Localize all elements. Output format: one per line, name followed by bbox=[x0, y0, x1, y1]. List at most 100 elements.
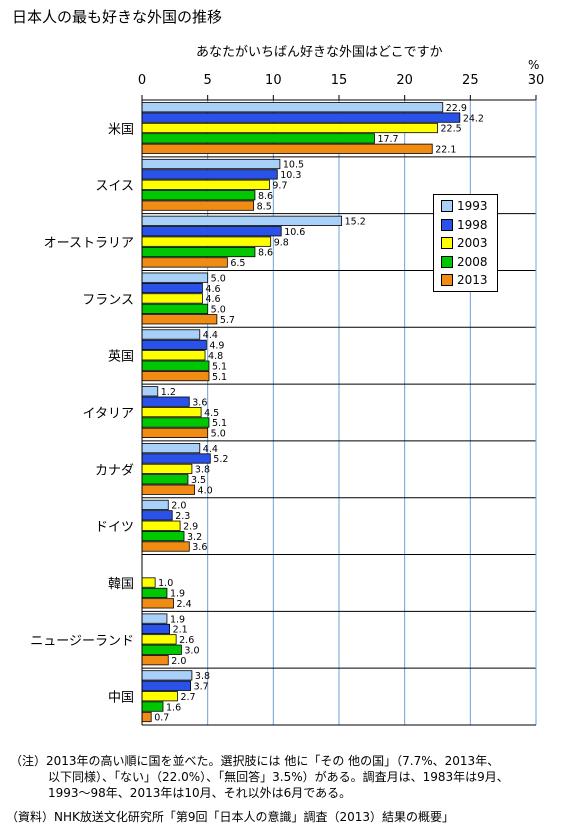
bar bbox=[141, 293, 203, 304]
bar bbox=[141, 499, 169, 511]
legend-label: 2013 bbox=[457, 273, 488, 287]
bar bbox=[141, 577, 156, 588]
data-label: 22.5 bbox=[441, 124, 462, 135]
bar bbox=[141, 133, 375, 144]
bar bbox=[141, 122, 438, 134]
data-label: 3.7 bbox=[194, 681, 209, 692]
bar bbox=[141, 680, 191, 691]
category-label: 英国 bbox=[108, 350, 134, 365]
legend-item: 1998 bbox=[441, 217, 488, 233]
bar bbox=[141, 112, 461, 123]
data-label: 3.5 bbox=[191, 475, 206, 486]
bar bbox=[141, 484, 195, 495]
tick-label: 30 bbox=[528, 73, 545, 88]
bar bbox=[141, 644, 182, 655]
data-label: 3.8 bbox=[195, 465, 210, 476]
bar bbox=[141, 246, 256, 258]
data-label: 22.1 bbox=[435, 145, 456, 156]
bar bbox=[141, 520, 181, 531]
data-label: 2.3 bbox=[175, 511, 190, 522]
data-label: 1.9 bbox=[170, 614, 185, 625]
data-label: 0.7 bbox=[154, 713, 169, 724]
bar bbox=[141, 158, 281, 170]
category-label: スイス bbox=[95, 179, 134, 194]
data-label: 2.1 bbox=[173, 625, 188, 636]
data-label: 5.0 bbox=[211, 273, 226, 284]
data-label: 4.6 bbox=[205, 294, 220, 305]
data-label: 5.0 bbox=[211, 305, 226, 316]
bar bbox=[141, 370, 210, 382]
footnote-line-3: 1993〜98年、2013年は10月、それ以外は6月である。 bbox=[48, 786, 352, 800]
bar bbox=[141, 143, 433, 154]
tick-label: 20 bbox=[396, 73, 413, 88]
legend-label: 2003 bbox=[457, 236, 488, 250]
bar bbox=[141, 257, 228, 268]
tick-label: 5 bbox=[204, 73, 212, 88]
data-label: 8.5 bbox=[257, 201, 272, 212]
legend-item: 1993 bbox=[441, 198, 488, 214]
legend-swatch bbox=[441, 218, 453, 231]
data-label: 5.1 bbox=[212, 372, 227, 383]
tick-label: 0 bbox=[138, 73, 146, 88]
chart-legend: 1993 1998 2003 2008 2013 bbox=[433, 194, 498, 292]
bar bbox=[141, 272, 209, 283]
category-label: 米国 bbox=[108, 122, 134, 137]
bar bbox=[141, 427, 209, 438]
data-label: 5.1 bbox=[212, 418, 227, 429]
category-label: 中国 bbox=[108, 691, 134, 706]
data-label: 2.7 bbox=[180, 692, 195, 703]
bar bbox=[141, 691, 178, 702]
legend-label: 1998 bbox=[457, 217, 488, 232]
data-label: 10.5 bbox=[283, 160, 304, 171]
tick-label: 25 bbox=[462, 73, 479, 88]
data-label: 8.6 bbox=[258, 248, 273, 259]
data-label: 10.3 bbox=[280, 170, 301, 181]
bar bbox=[141, 396, 190, 407]
bar bbox=[141, 386, 159, 397]
bar bbox=[141, 541, 190, 552]
bar bbox=[141, 510, 173, 521]
data-label: 3.6 bbox=[192, 542, 207, 553]
category-label: ドイツ bbox=[95, 520, 134, 535]
data-label: 3.6 bbox=[192, 397, 207, 408]
footnote-line-2: 以下同様）、「ない」（22.0%）、「無回答」3.5%）がある。調査月は、198… bbox=[48, 770, 509, 784]
data-label: 5.0 bbox=[211, 429, 226, 440]
category-label: ニュージーランド bbox=[30, 634, 134, 649]
bar bbox=[141, 329, 201, 340]
data-label: 6.5 bbox=[230, 258, 245, 269]
data-label: 22.9 bbox=[446, 103, 467, 114]
bar bbox=[141, 200, 255, 211]
data-label: 9.7 bbox=[272, 181, 287, 192]
data-label: 2.0 bbox=[171, 656, 186, 667]
data-label: 1.9 bbox=[170, 589, 185, 600]
data-label: 4.4 bbox=[203, 330, 218, 341]
data-label: 5.7 bbox=[220, 315, 235, 326]
bar bbox=[141, 463, 193, 475]
category-label: オーストラリア bbox=[44, 236, 134, 251]
tick-label: 15 bbox=[331, 73, 348, 88]
bar bbox=[141, 169, 278, 180]
bar bbox=[141, 655, 169, 666]
data-label: 2.4 bbox=[177, 599, 192, 610]
data-label: 1.2 bbox=[161, 387, 176, 398]
legend-swatch bbox=[441, 255, 453, 268]
bar bbox=[141, 282, 203, 294]
bar bbox=[141, 179, 270, 190]
data-label: 4.5 bbox=[204, 408, 219, 419]
data-label: 2.9 bbox=[183, 521, 198, 532]
data-label: 4.8 bbox=[208, 351, 223, 362]
category-label: イタリア bbox=[83, 407, 134, 422]
bar bbox=[141, 623, 170, 635]
data-label: 1.0 bbox=[158, 578, 173, 589]
data-label: 3.2 bbox=[187, 532, 202, 543]
category-label: カナダ bbox=[95, 463, 134, 478]
bar bbox=[141, 102, 444, 113]
legend-item: 2013 bbox=[441, 272, 488, 288]
bar bbox=[141, 443, 201, 454]
bar bbox=[141, 339, 207, 350]
bar bbox=[141, 453, 211, 464]
bar bbox=[141, 226, 282, 237]
data-label: 4.6 bbox=[205, 284, 220, 295]
chart-main-title: 日本人の最も好きな外国の推移 bbox=[12, 8, 223, 26]
